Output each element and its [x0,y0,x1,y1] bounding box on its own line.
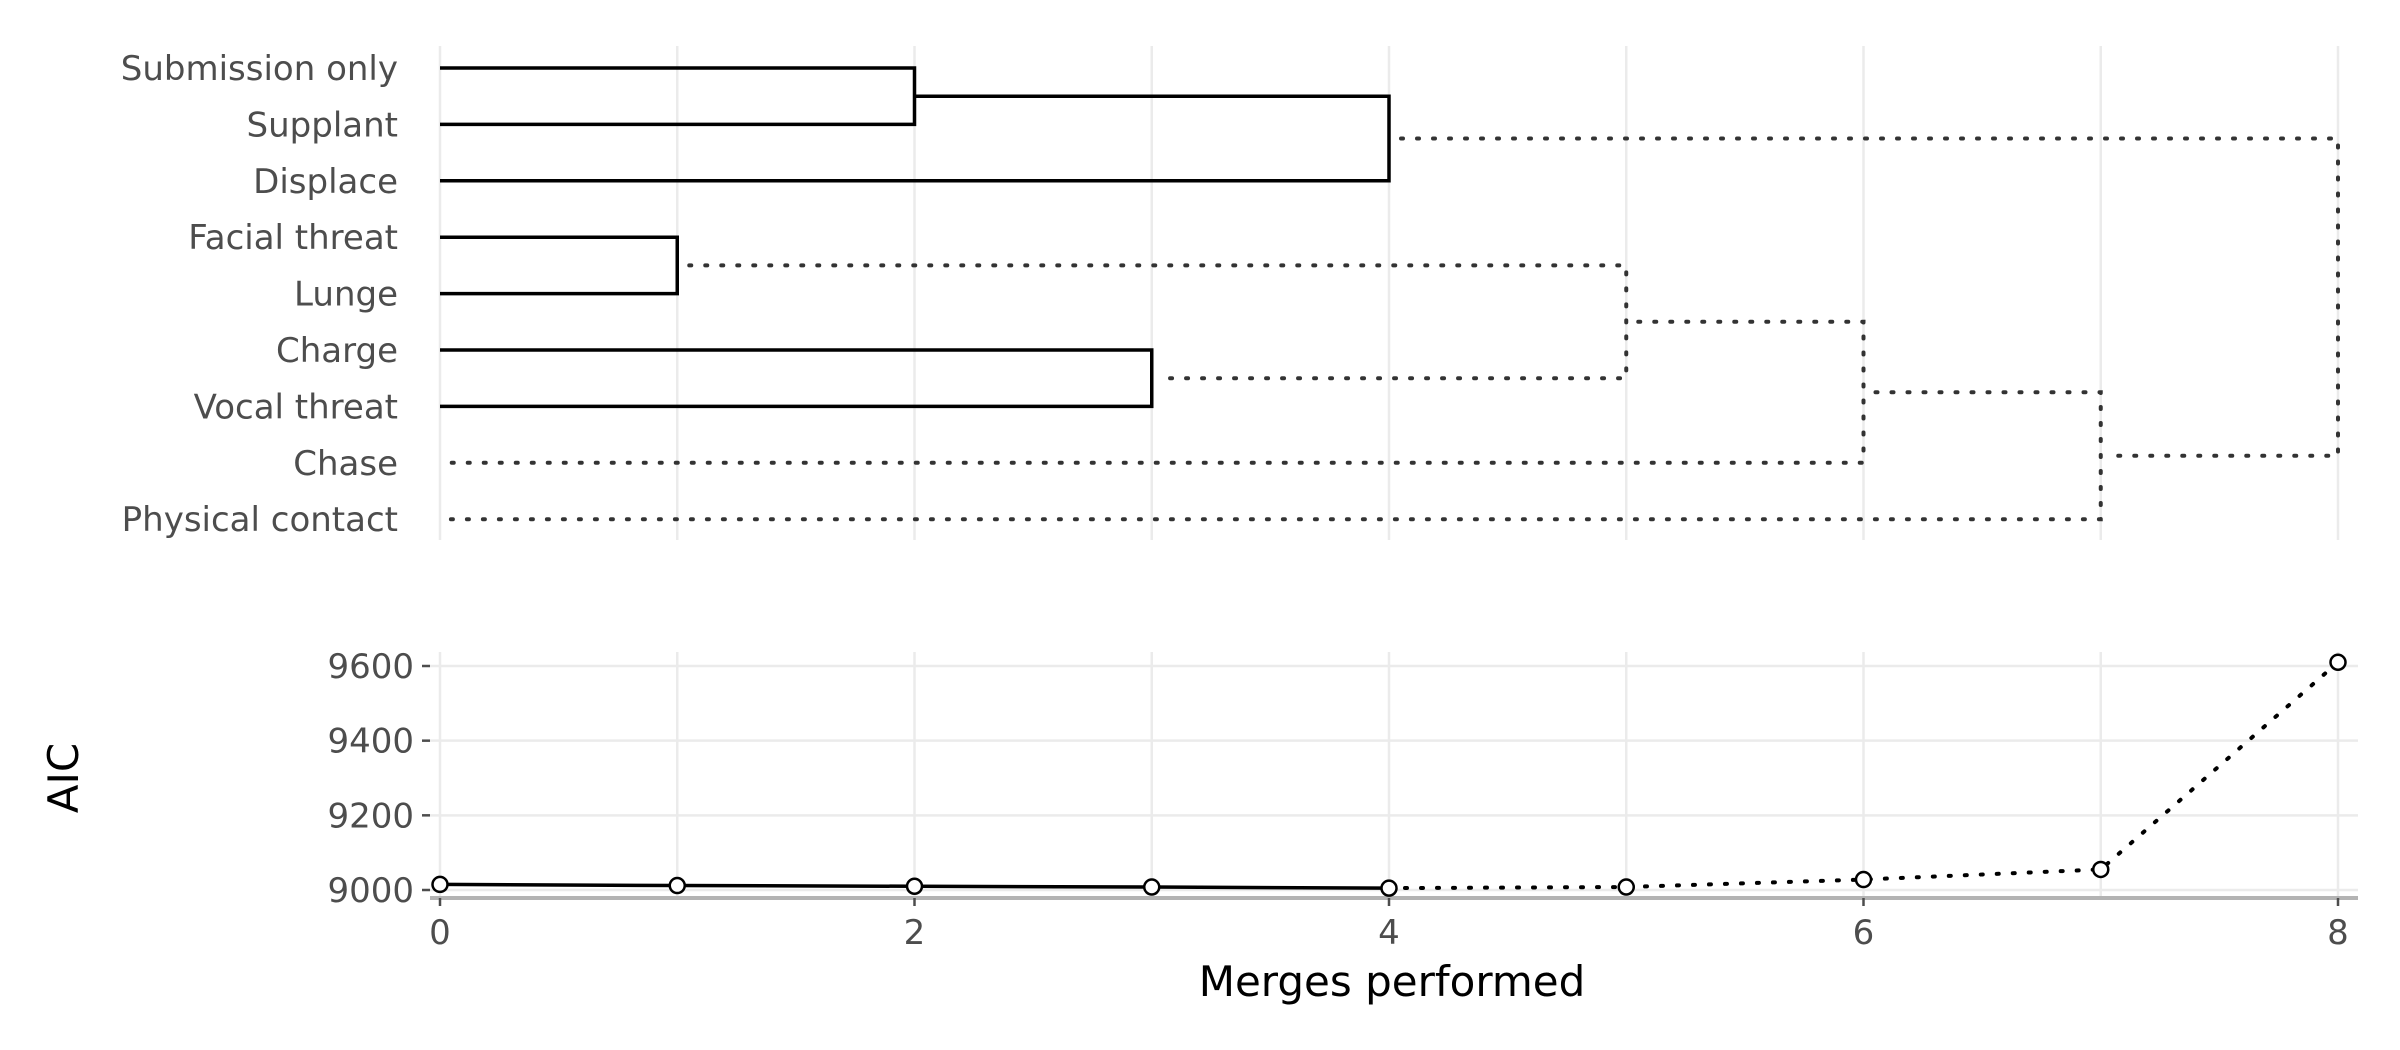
dendrogram-branch [448,319,1866,465]
leaf-label: Charge [276,331,398,371]
leaf-label: Lunge [294,275,398,315]
aic-point [1380,879,1398,897]
aic-point [1617,878,1635,896]
aic-tick-labels: 0 2 4 6 8 9000 9200 9400 9600 [327,647,2348,953]
x-tick-label: 4 [1378,913,1400,953]
aic-point [905,877,924,896]
aic-point [2329,653,2347,672]
leaf-label: Displace [253,162,398,202]
aic-gridlines [430,652,2358,898]
x-tick-label: 0 [429,913,451,953]
leaf-label: Facial threat [188,218,398,258]
dendrogram-branch [440,348,1154,409]
dendrogram-branch [440,94,1391,183]
aic-point [2092,860,2110,879]
x-tick-label: 8 [2327,913,2349,953]
leaf-label: Supplant [247,105,398,145]
leaf-label: Chase [293,444,398,484]
dendrogram-branch [1399,136,2340,458]
aic-points [431,653,2347,897]
aic-point [1854,870,1873,889]
x-axis-title: Merges performed [1199,957,1586,1006]
y-tick-label: 9600 [327,647,414,687]
aic-point [431,875,449,894]
dendrogram-branches [440,66,2340,522]
y-axis-title: AIC [39,743,88,813]
y-tick-label: 9200 [327,796,414,836]
x-tick-label: 6 [1853,913,1875,953]
leaf-label: Physical contact [122,500,398,540]
dendrogram-branch [687,263,1629,381]
leaf-label: Submission only [121,49,398,89]
leaf-label: Vocal threat [194,387,398,427]
dendrogram-leaf-labels: Submission only Supplant Displace Facial th… [121,49,398,540]
x-tick-label: 2 [904,913,926,953]
aic-point [1143,878,1161,896]
dendrogram-branch [448,390,2103,522]
y-tick-label: 9400 [327,722,414,762]
dendrogram-branch [440,235,679,296]
aic-point [668,876,686,895]
aic-line-dotted [1387,660,2340,891]
y-tick-label: 9000 [327,871,414,911]
aic-axes [422,664,2358,906]
